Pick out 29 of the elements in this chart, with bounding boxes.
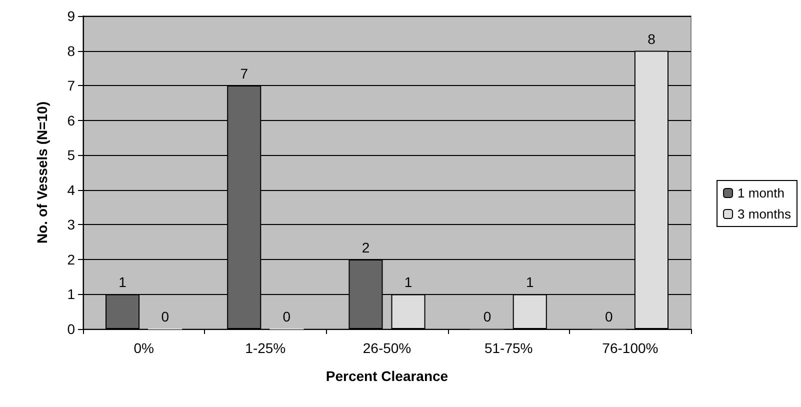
y-tick-label: 0 bbox=[67, 321, 76, 337]
data-label: 1 bbox=[118, 274, 127, 290]
y-tick-label: 3 bbox=[67, 216, 76, 233]
y-tick-label: 4 bbox=[67, 182, 76, 198]
data-label: 0 bbox=[282, 308, 291, 324]
data-label: 0 bbox=[483, 308, 492, 324]
y-tick-label: 2 bbox=[67, 251, 76, 268]
legend-label: 3 months bbox=[738, 206, 792, 222]
x-tick-label: 76-100% bbox=[602, 340, 658, 356]
y-tick-label: 1 bbox=[67, 286, 76, 302]
data-label: 7 bbox=[240, 66, 248, 82]
x-tick-label: 26-50% bbox=[362, 340, 412, 356]
y-tick-label: 6 bbox=[67, 112, 76, 128]
x-tick-label: 0% bbox=[134, 340, 154, 356]
legend-label: 1 month bbox=[738, 186, 785, 200]
data-label: 0 bbox=[605, 308, 614, 324]
x-tick-label: 51-75% bbox=[484, 340, 533, 356]
y-axis-title: No. of Vessels (N=10) bbox=[34, 101, 50, 244]
y-tick-label: 8 bbox=[67, 42, 76, 59]
y-tick-label: 7 bbox=[67, 78, 76, 94]
data-label: 8 bbox=[648, 30, 656, 47]
y-tick-label: 9 bbox=[67, 8, 76, 24]
x-tick-label: 1-25% bbox=[245, 340, 286, 356]
data-label: 0 bbox=[161, 308, 170, 324]
data-label: 1 bbox=[404, 274, 412, 290]
data-label: 2 bbox=[362, 239, 370, 256]
y-tick-label: 5 bbox=[67, 147, 76, 164]
x-axis-title: Percent Clearance bbox=[326, 368, 448, 384]
data-label: 1 bbox=[526, 274, 534, 290]
